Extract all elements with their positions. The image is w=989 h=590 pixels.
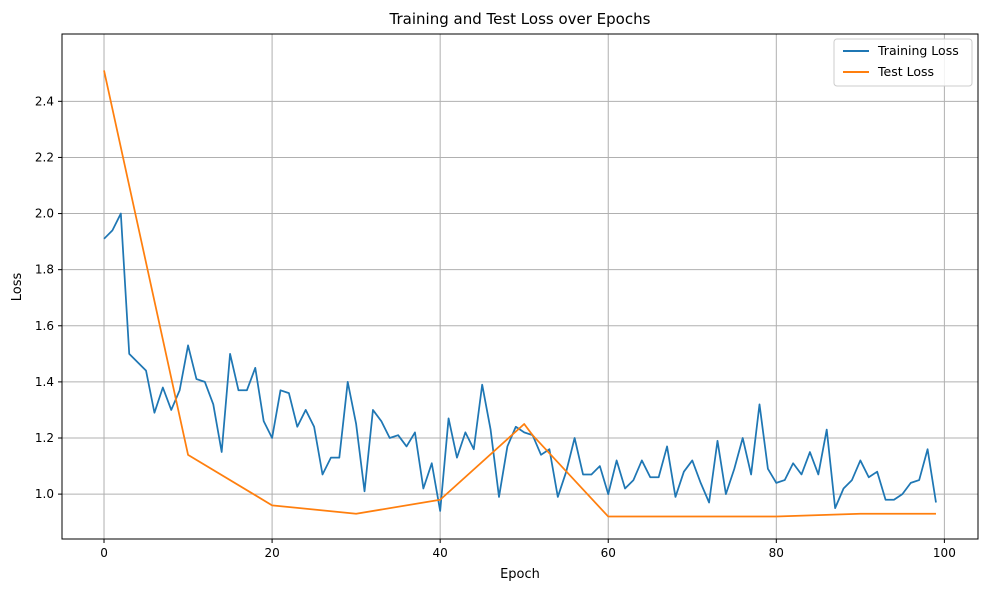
y-tick-label: 1.8 — [35, 263, 54, 277]
x-tick-label: 80 — [769, 546, 784, 560]
legend-label-test-loss: Test Loss — [877, 64, 934, 79]
y-tick-label: 2.0 — [35, 207, 54, 221]
x-tick-label: 40 — [433, 546, 448, 560]
x-tick-label: 20 — [264, 546, 279, 560]
x-tick-label: 100 — [933, 546, 956, 560]
y-tick-label: 2.2 — [35, 150, 54, 164]
x-tick-label: 60 — [601, 546, 616, 560]
y-tick-label: 1.2 — [35, 431, 54, 445]
y-tick-label: 1.0 — [35, 487, 54, 501]
axis-ticks: 0 20 40 60 80 100 1.0 1.2 1.4 1.6 1.8 2.0 2.2 2.4 — [35, 94, 956, 560]
y-tick-label: 1.4 — [35, 375, 54, 389]
x-axis-label: Epoch — [500, 567, 540, 582]
y-tick-label: 1.6 — [35, 319, 54, 333]
legend: Training Loss Test Loss — [833, 38, 973, 87]
grid — [62, 34, 978, 539]
x-tick-label: 0 — [100, 546, 108, 560]
y-axis-label: Loss — [10, 273, 25, 302]
series-line-test-loss — [103, 70, 936, 518]
legend-label-training-loss: Training Loss — [877, 43, 959, 58]
series-layer — [103, 70, 937, 518]
series-line-training-loss — [103, 212, 937, 512]
chart-title: Training and Test Loss over Epochs — [389, 10, 651, 28]
y-tick-label: 2.4 — [35, 94, 54, 108]
plot-frame — [61, 33, 979, 540]
